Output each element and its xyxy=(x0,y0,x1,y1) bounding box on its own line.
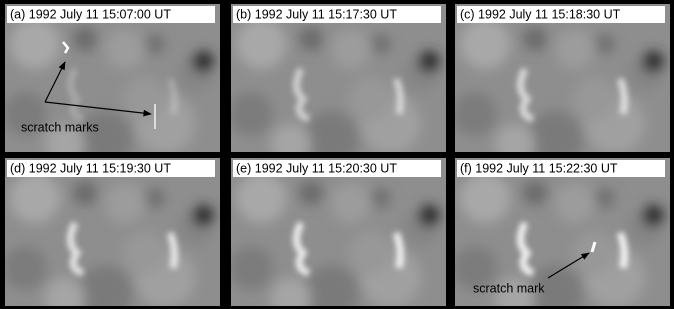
texture-blob xyxy=(331,29,371,69)
texture-blob xyxy=(10,173,60,223)
solar-image xyxy=(229,4,446,167)
solar-image xyxy=(3,158,220,309)
texture-blob xyxy=(73,27,97,51)
panel-label: (f) 1992 July 11 15:22:30 UT xyxy=(460,161,618,175)
sunspot xyxy=(192,51,214,73)
texture-blob xyxy=(555,29,595,69)
texture-blob xyxy=(145,34,165,54)
texture-blob xyxy=(299,27,323,51)
image-panel: (a) 1992 July 11 15:07:00 UT scratch mark… xyxy=(3,4,220,167)
image-panel: (f) 1992 July 11 15:22:30 UT scratch mark xyxy=(453,158,670,309)
panel-label: (d) 1992 July 11 15:19:30 UT xyxy=(10,161,171,175)
texture-blob xyxy=(371,34,391,54)
texture-blob xyxy=(453,92,497,136)
solar-image xyxy=(453,4,670,167)
texture-blob xyxy=(236,19,286,69)
texture-blob xyxy=(523,27,547,51)
texture-blob xyxy=(145,188,165,208)
texture-blob xyxy=(123,77,167,121)
image-panel: (e) 1992 July 11 15:20:30 UT xyxy=(229,158,446,309)
texture-blob xyxy=(595,34,615,54)
texture-blob xyxy=(555,183,595,223)
texture-blob xyxy=(331,183,371,223)
panel-label: (a) 1992 July 11 15:07:00 UT xyxy=(10,7,171,21)
sunspot xyxy=(642,205,664,227)
texture-blob xyxy=(73,181,97,205)
solar-image xyxy=(229,158,446,309)
texture-blob xyxy=(236,173,286,223)
texture-blob xyxy=(573,231,617,275)
image-panel: (b) 1992 July 11 15:17:30 UT xyxy=(229,4,446,167)
panel-label: (c) 1992 July 11 15:18:30 UT xyxy=(460,7,621,21)
solar-image xyxy=(3,4,220,167)
texture-blob xyxy=(573,77,617,121)
texture-blob xyxy=(105,183,145,223)
texture-blob xyxy=(299,181,323,205)
image-panel: (d) 1992 July 11 15:19:30 UT xyxy=(3,158,220,309)
texture-blob xyxy=(595,188,615,208)
sunspot xyxy=(192,205,214,227)
texture-blob xyxy=(10,19,60,69)
texture-blob xyxy=(349,77,393,121)
texture-blob xyxy=(349,231,393,275)
figure: (a) 1992 July 11 15:07:00 UT scratch mark… xyxy=(0,0,674,309)
texture-blob xyxy=(523,181,547,205)
texture-blob xyxy=(123,231,167,275)
annotation: scratch mark xyxy=(473,281,545,295)
sunspot xyxy=(418,205,440,227)
texture-blob xyxy=(105,29,145,69)
texture-blob xyxy=(460,19,510,69)
texture-blob xyxy=(3,246,47,290)
texture-blob xyxy=(229,246,273,290)
panel-label: (b) 1992 July 11 15:17:30 UT xyxy=(236,7,397,21)
annotation: scratch marks xyxy=(21,120,99,134)
texture-blob xyxy=(229,92,273,136)
sunspot xyxy=(418,51,440,73)
texture-blob xyxy=(460,173,510,223)
sunspot xyxy=(642,51,664,73)
image-panel: (c) 1992 July 11 15:18:30 UT xyxy=(453,4,670,167)
texture-blob xyxy=(371,188,391,208)
panel-label: (e) 1992 July 11 15:20:30 UT xyxy=(236,161,397,175)
